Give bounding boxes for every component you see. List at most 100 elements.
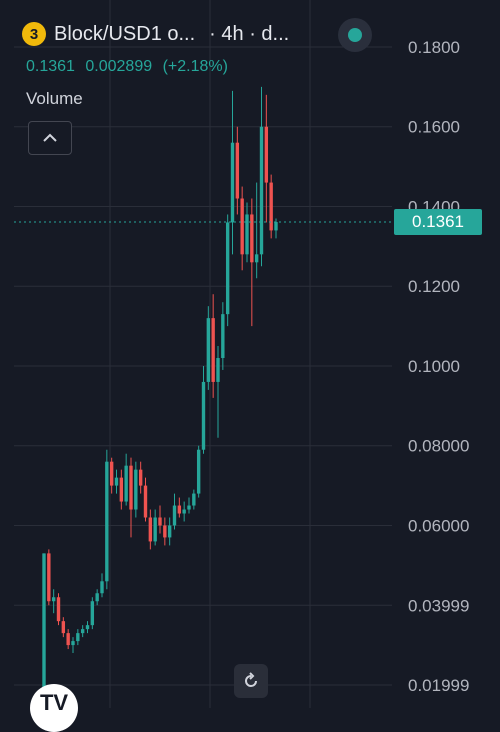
candle [100, 573, 104, 598]
volume-indicator-label[interactable]: Volume [26, 89, 83, 108]
candle [143, 477, 148, 522]
y-tick-label: 0.01999 [408, 676, 469, 695]
y-tick-label: 0.08000 [408, 437, 469, 456]
candle [221, 302, 225, 370]
candles [42, 86, 278, 708]
candle-body [124, 465, 128, 502]
collapse-legend-button[interactable] [28, 121, 72, 155]
current-price-label: 0.1361 [394, 209, 482, 236]
candle-body [192, 493, 196, 506]
candle [90, 597, 95, 630]
chart-legend-header[interactable]: 3 Block/USD1 o... · 4h · d... [22, 22, 382, 46]
candle [225, 214, 230, 327]
candle-body [240, 198, 244, 255]
y-tick-label: 0.03999 [408, 596, 469, 615]
candle [95, 589, 99, 606]
candle [172, 493, 177, 530]
candle-body [177, 505, 182, 514]
candle [206, 306, 211, 390]
candle-body [230, 142, 235, 223]
candle-body [225, 222, 230, 315]
candle [201, 365, 206, 454]
candle-body [167, 525, 172, 538]
candle [119, 469, 124, 510]
reset-chart-button[interactable] [234, 664, 268, 698]
candle [230, 90, 235, 255]
candle-body [172, 505, 177, 526]
candle-body [143, 485, 148, 518]
candle-body [100, 581, 104, 594]
y-tick-label: 0.1200 [408, 277, 460, 296]
market-status-button[interactable] [338, 18, 372, 52]
candle [264, 94, 269, 223]
live-status-dot-icon [348, 28, 362, 42]
y-tick-label: 0.1600 [408, 118, 460, 137]
candle [163, 517, 167, 546]
candle [61, 617, 66, 638]
candle [129, 457, 133, 538]
candle [192, 489, 196, 510]
candle-body [138, 469, 143, 486]
candle-body [114, 477, 119, 486]
candle-body [129, 465, 133, 510]
candle-body [105, 461, 109, 582]
candle-body [182, 509, 186, 514]
candle [274, 218, 278, 239]
candle [105, 449, 109, 590]
candle-body [148, 517, 153, 542]
candle [269, 174, 273, 239]
last-price-value: 0.1361 [26, 58, 75, 75]
candle [134, 461, 138, 518]
candle [124, 453, 128, 506]
candle-body [134, 469, 138, 510]
candle-body [153, 517, 157, 542]
candlestick-chart[interactable]: 0.18000.16000.14000.12000.10000.080000.0… [0, 0, 500, 708]
candle [66, 629, 70, 650]
candle [254, 182, 259, 279]
candle-body [187, 505, 191, 510]
candle [109, 457, 114, 494]
candle [182, 501, 186, 522]
candle-body [158, 517, 162, 526]
y-tick-label: 0.06000 [408, 516, 469, 535]
reload-icon [245, 672, 257, 687]
ohlc-values: 0.1361 0.002899 (+2.18%) [26, 58, 234, 76]
candle-body [76, 633, 80, 642]
candle-body [206, 318, 211, 382]
chevron-up-icon [43, 133, 57, 142]
candle-body [42, 553, 46, 708]
candle-body [47, 553, 51, 602]
candle-body [71, 641, 75, 646]
candle-body [119, 477, 124, 502]
candle-body [56, 597, 61, 622]
price-axis[interactable]: 0.18000.16000.14000.12000.10000.080000.0… [408, 38, 469, 695]
candle-body [90, 601, 95, 626]
coin-logo-icon: 3 [22, 22, 46, 46]
candle-body [264, 126, 269, 183]
candle [138, 461, 143, 494]
candle [76, 629, 80, 646]
tradingview-logo-icon[interactable]: TV [30, 684, 78, 732]
candle-body [216, 358, 220, 382]
price-change-percent: (+2.18%) [162, 58, 228, 75]
candle [250, 198, 254, 327]
candle-body [80, 629, 85, 634]
y-tick-label: 0.1000 [408, 357, 460, 376]
symbol-name[interactable]: Block/USD1 o... [54, 22, 196, 45]
candle [71, 637, 75, 654]
candle [51, 589, 56, 614]
candle [80, 625, 85, 638]
interval-label[interactable]: · 4h · d... [209, 22, 290, 45]
candle-body [163, 525, 167, 538]
candle-body [235, 142, 240, 199]
candle [158, 505, 162, 534]
candle [148, 509, 153, 550]
candle [216, 346, 220, 438]
candle-body [51, 597, 56, 602]
candle-body [196, 449, 201, 494]
candle [42, 553, 46, 708]
candle-body [66, 633, 70, 646]
candle [235, 126, 240, 215]
candle-body [250, 214, 254, 263]
candle-body [274, 222, 278, 231]
